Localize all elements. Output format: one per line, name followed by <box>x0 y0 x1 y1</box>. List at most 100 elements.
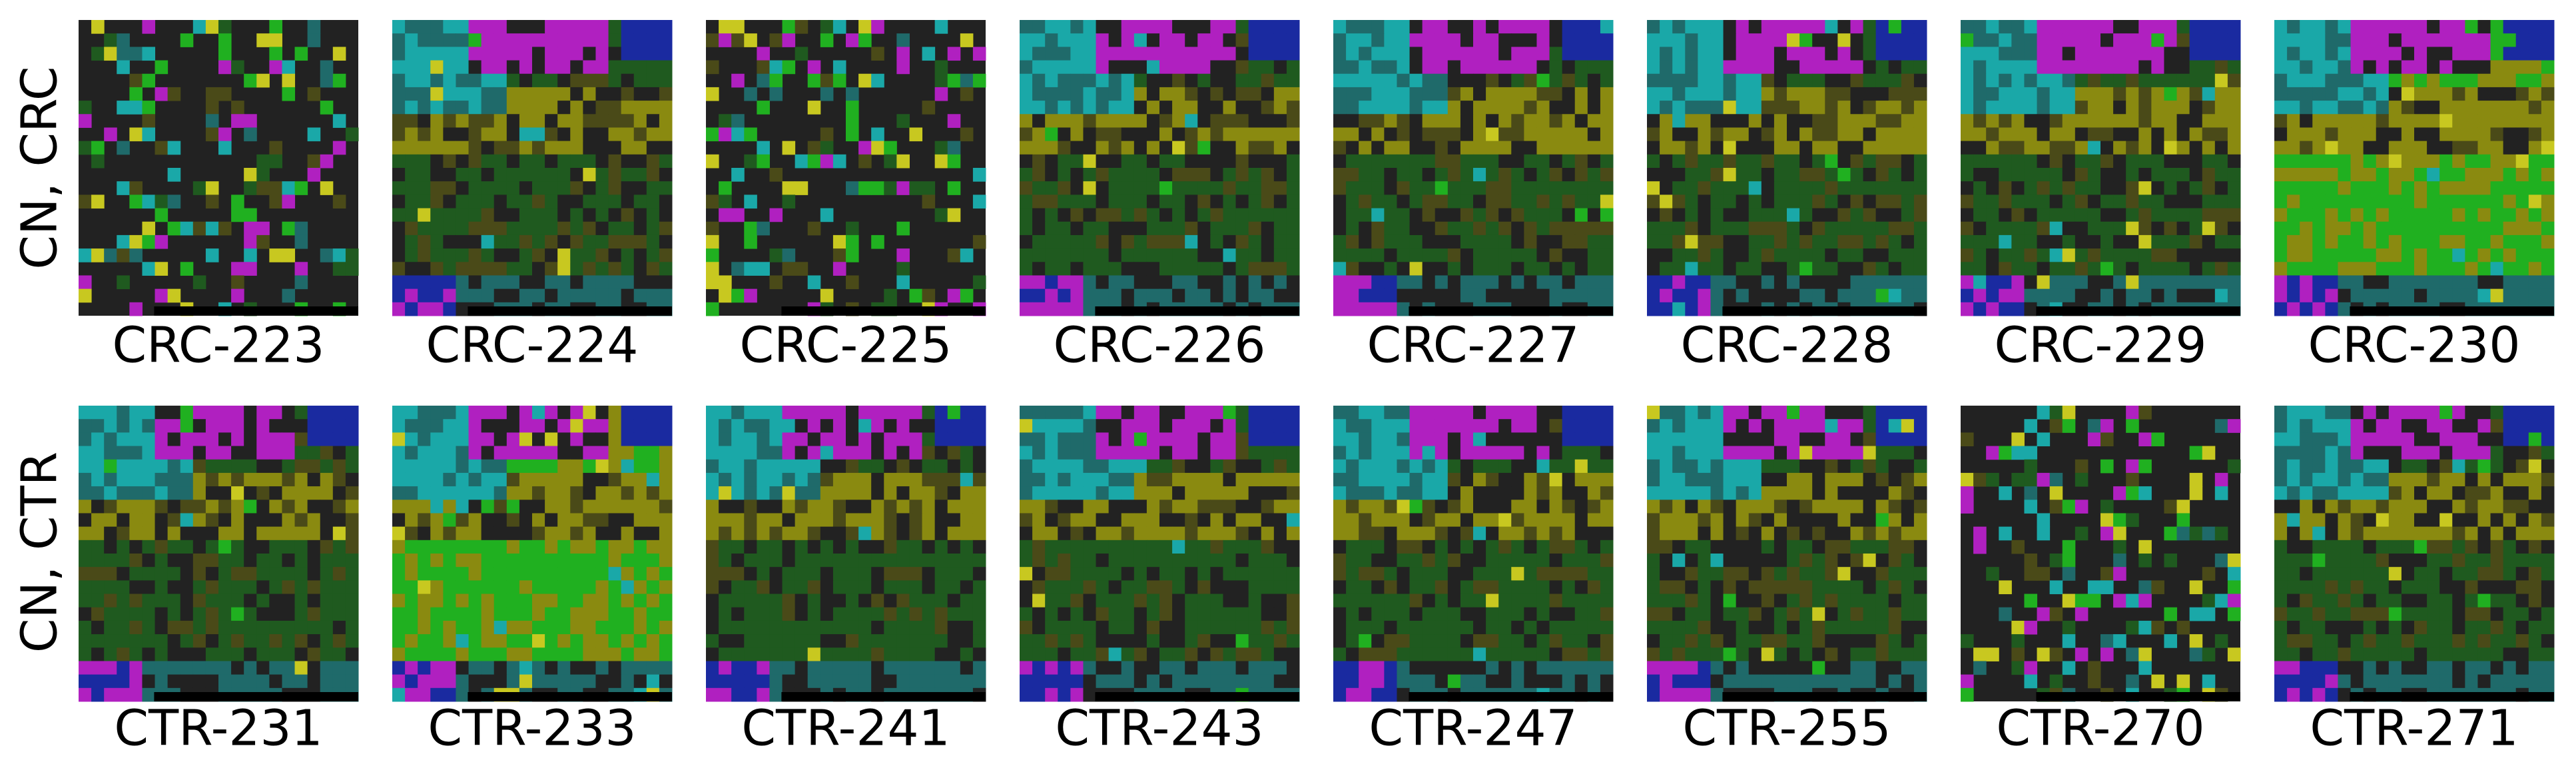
pixel <box>570 567 583 581</box>
pixel <box>922 472 936 487</box>
pixel <box>1032 73 1046 88</box>
pixel <box>659 674 673 689</box>
pixel <box>269 47 282 61</box>
pixel <box>1108 47 1122 61</box>
pixel <box>744 567 757 581</box>
pixel <box>2087 20 2101 34</box>
pixel <box>1761 33 1775 47</box>
pixel <box>1261 60 1275 75</box>
pixel <box>443 275 456 290</box>
pixel <box>506 101 520 115</box>
pixel <box>947 607 961 621</box>
pixel <box>532 500 545 514</box>
pixel <box>1058 127 1071 142</box>
pixel <box>1901 181 1915 195</box>
pixel <box>1185 406 1198 420</box>
pixel <box>1371 73 1385 88</box>
pixel <box>2528 60 2542 75</box>
pixel <box>129 593 143 608</box>
pixel <box>1371 33 1385 47</box>
pixel <box>731 580 745 595</box>
pixel <box>1333 33 1347 47</box>
pixel <box>1159 459 1173 474</box>
pixel <box>1799 195 1813 209</box>
pixel <box>1447 73 1461 88</box>
pixel <box>583 620 596 635</box>
pixel <box>1647 248 1660 262</box>
pixel <box>570 154 583 169</box>
pixel <box>2024 73 2038 88</box>
pixel <box>418 114 431 128</box>
pixel <box>706 432 719 447</box>
pixel <box>1710 262 1724 276</box>
pixel <box>1875 101 1889 115</box>
pixel <box>405 593 418 608</box>
pixel <box>2176 87 2190 101</box>
pixel <box>2427 101 2440 115</box>
pixel <box>2300 275 2313 290</box>
pixel <box>282 661 296 675</box>
pixel <box>1223 432 1237 447</box>
pixel <box>142 195 156 209</box>
pixel <box>1812 127 1825 142</box>
pixel <box>2151 154 2164 169</box>
pixel <box>180 432 194 447</box>
pixel <box>1837 234 1851 249</box>
pixel <box>430 208 444 222</box>
pixel <box>2363 288 2377 303</box>
pixel <box>1020 73 1033 88</box>
pixel <box>2401 262 2415 276</box>
pixel <box>1723 60 1737 75</box>
pixel <box>884 674 897 689</box>
pixel <box>1096 114 1110 128</box>
pixel <box>1710 221 1724 236</box>
pixel <box>595 288 609 303</box>
pixel <box>1223 47 1237 61</box>
pixel <box>1133 406 1147 420</box>
pixel <box>1961 47 1974 61</box>
pixel <box>795 446 808 460</box>
pixel <box>659 446 673 460</box>
pixel <box>519 634 533 648</box>
pixel <box>1901 262 1915 276</box>
pixel <box>2274 234 2288 249</box>
pixel <box>2126 47 2139 61</box>
pixel <box>2202 20 2216 34</box>
pixel <box>192 20 206 34</box>
pixel <box>719 181 732 195</box>
pixel <box>1058 459 1071 474</box>
pixel <box>1761 195 1775 209</box>
pixel <box>519 419 533 433</box>
pixel <box>2452 208 2465 222</box>
pixel <box>545 288 558 303</box>
pixel <box>2503 275 2517 290</box>
pixel <box>2037 73 2051 88</box>
pixel <box>1710 168 1724 182</box>
pixel <box>192 620 206 635</box>
pixel <box>2401 248 2415 262</box>
pixel <box>595 248 609 262</box>
pixel <box>1210 486 1223 500</box>
pixel <box>1447 262 1461 276</box>
pixel <box>481 127 495 142</box>
pixel <box>795 406 808 420</box>
pixel <box>392 513 406 528</box>
pixel <box>231 195 244 209</box>
pixel <box>545 101 558 115</box>
pixel <box>205 567 219 581</box>
pixel <box>960 513 974 528</box>
pixel <box>858 567 872 581</box>
pixel <box>2376 234 2390 249</box>
pixel <box>155 459 168 474</box>
pixel <box>909 607 923 621</box>
pixel <box>155 567 168 581</box>
pixel <box>2427 73 2440 88</box>
pixel <box>2100 47 2114 61</box>
pixel <box>1600 114 1614 128</box>
pixel <box>2227 33 2241 47</box>
pixel <box>1736 275 1750 290</box>
pixel <box>1875 234 1889 249</box>
pixel <box>2439 181 2453 195</box>
pixel <box>1346 221 1359 236</box>
pixel <box>1070 526 1084 541</box>
